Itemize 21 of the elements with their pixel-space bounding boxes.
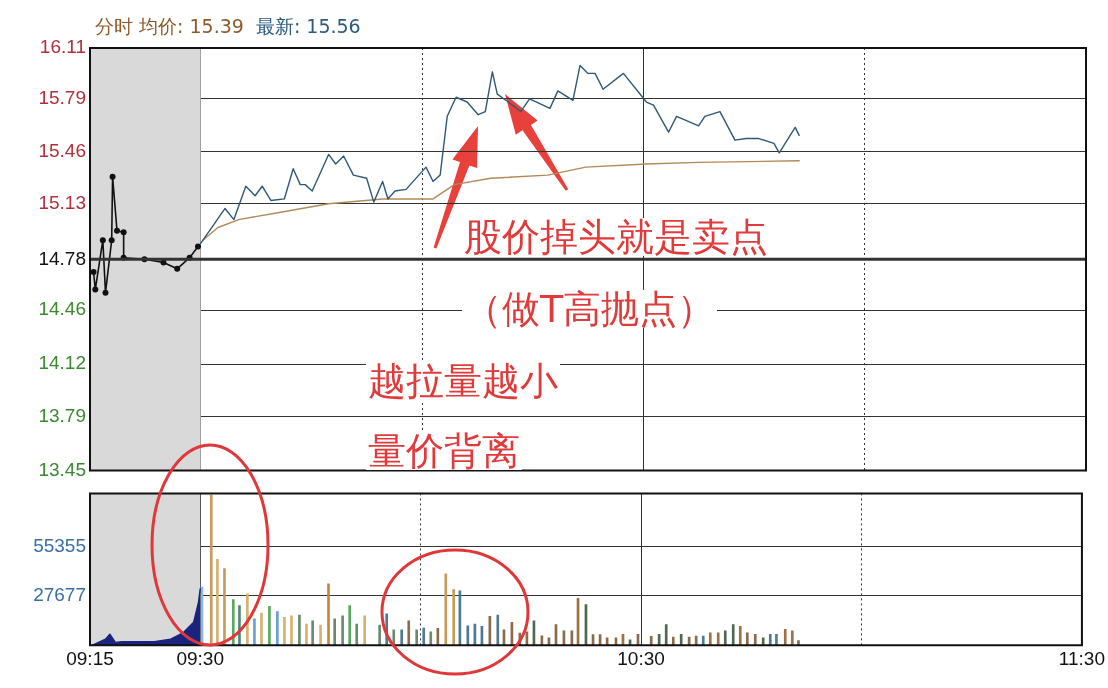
annotation: 股价掉头就是卖点	[462, 215, 770, 259]
x-tick-label: 09:15	[66, 647, 114, 669]
y-tick-label: 16.11	[39, 36, 86, 58]
x-tick-label: 09:30	[176, 647, 224, 669]
annotation: 越拉量越小	[366, 359, 560, 403]
y-tick-label: 15.79	[38, 87, 86, 109]
y-tick-label: 15.13	[38, 191, 86, 213]
y-tick-label: 15.46	[38, 139, 86, 161]
y-tick-label: 13.45	[38, 458, 86, 480]
y-tick-label: 27677	[33, 584, 86, 606]
y-tick-label: 13.79	[38, 404, 86, 426]
chart-subtitle: 最新: 15.56	[255, 15, 361, 37]
annotation: （做T高抛点）	[462, 287, 718, 331]
x-tick-label: 10:30	[617, 647, 665, 669]
annotation: 量价背离	[366, 429, 522, 473]
chart-title: 分时 均价: 15.39	[95, 15, 244, 37]
x-tick-label: 11:30	[1058, 647, 1105, 669]
y-tick-label: 14.78	[38, 247, 86, 269]
y-tick-label: 14.46	[38, 298, 86, 320]
y-tick-label: 14.12	[38, 352, 86, 374]
y-tick-label: 55355	[33, 534, 86, 556]
